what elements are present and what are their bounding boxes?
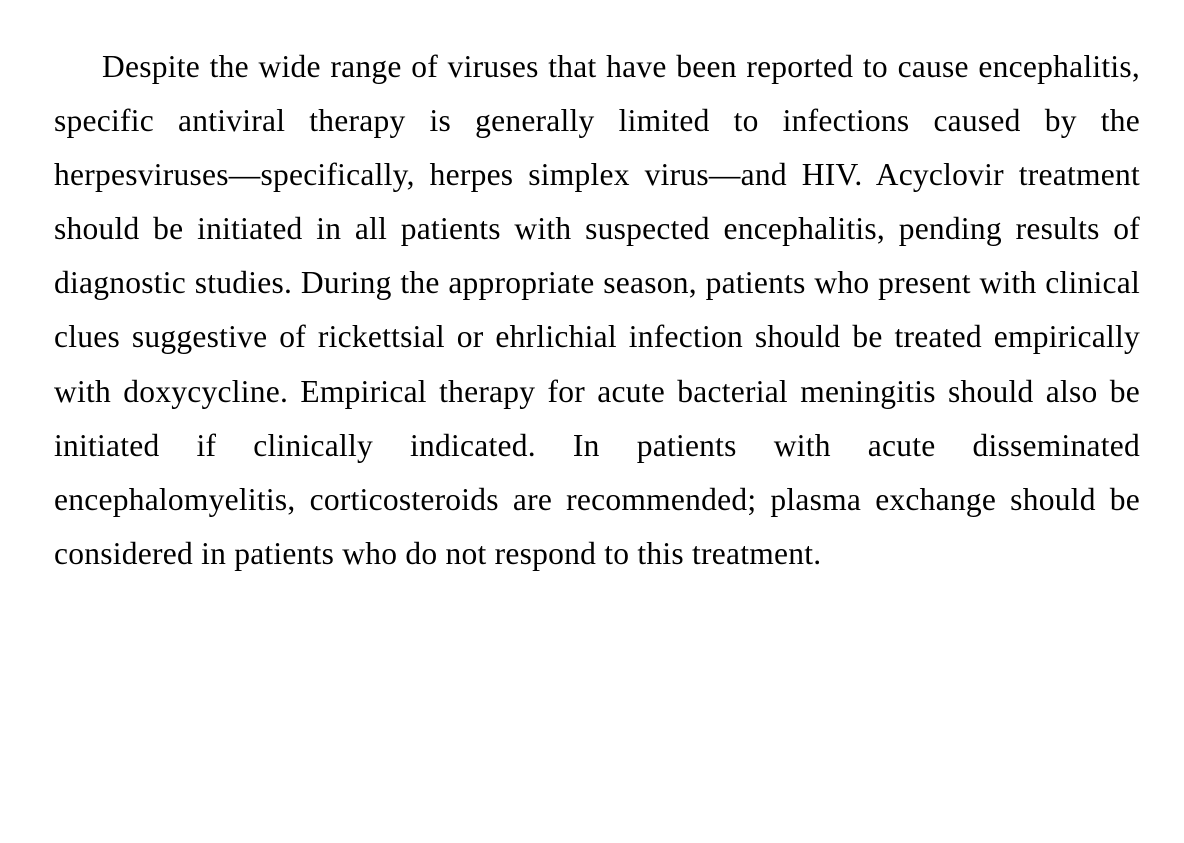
body-paragraph: Despite the wide range of viruses that h… <box>0 32 1184 582</box>
